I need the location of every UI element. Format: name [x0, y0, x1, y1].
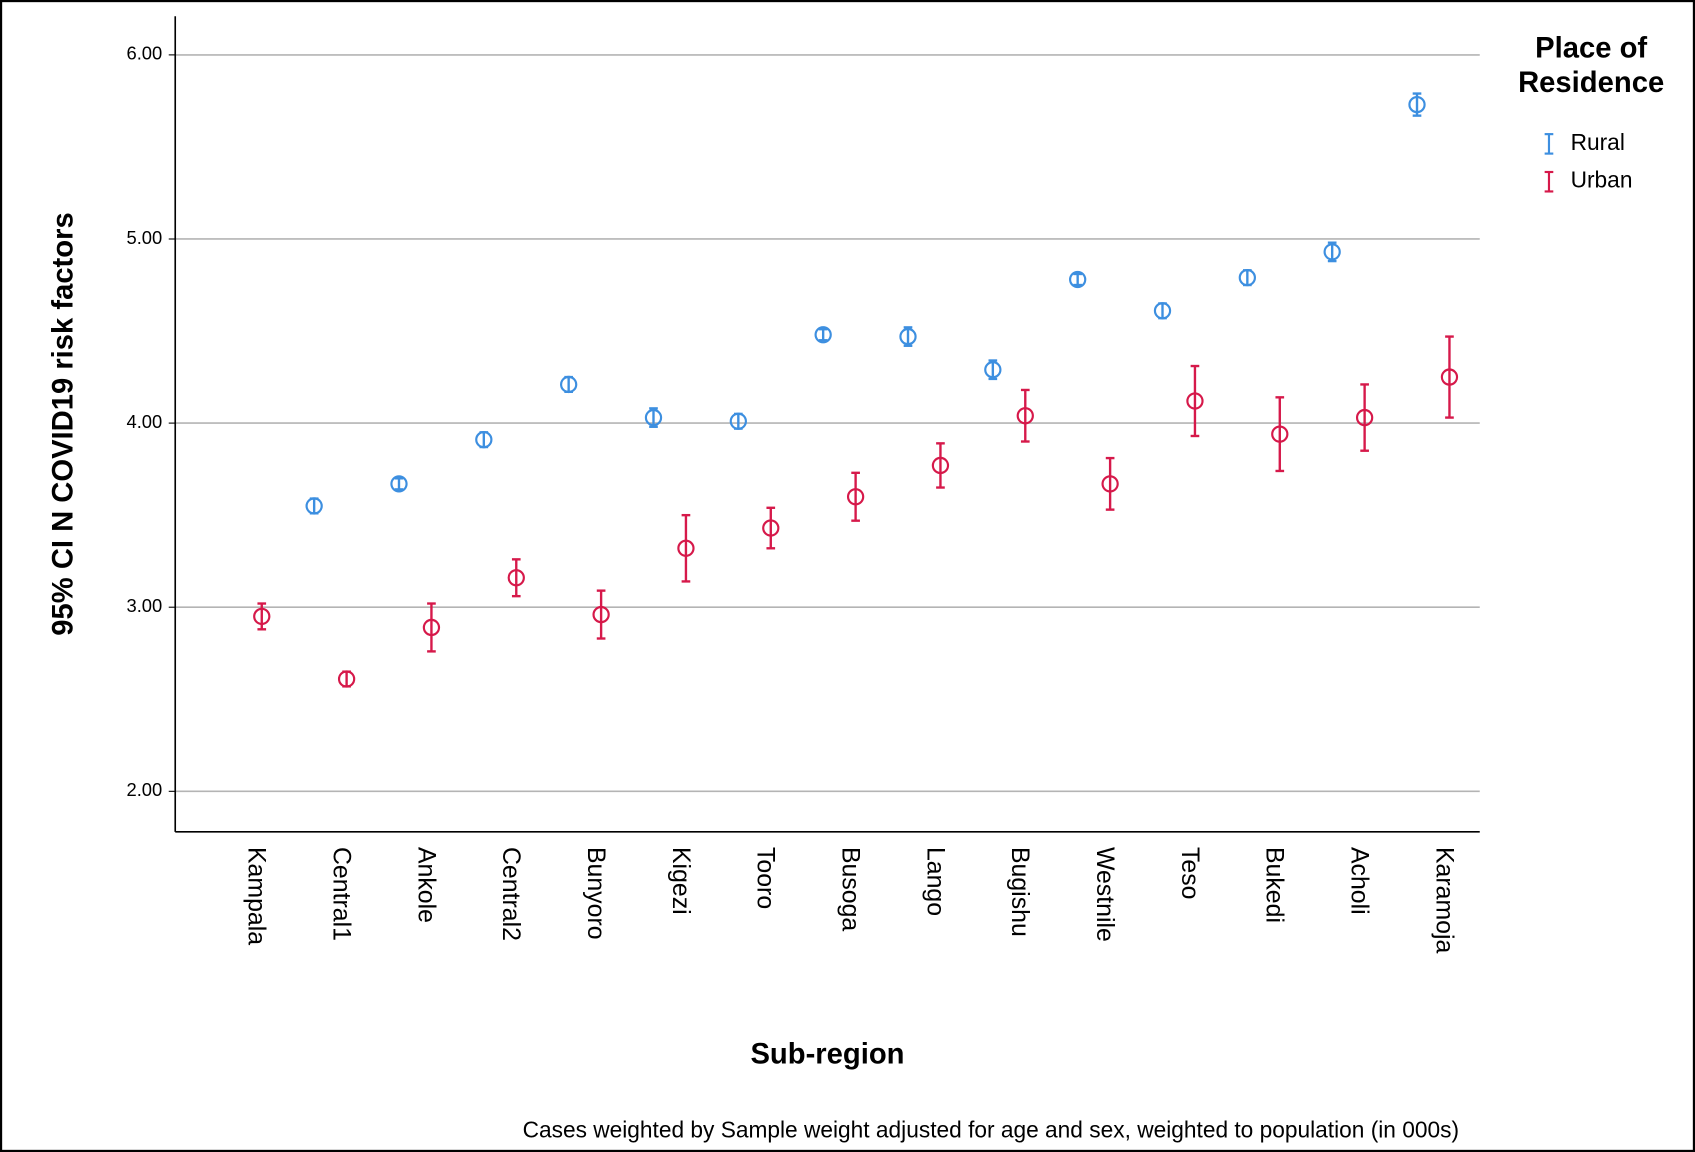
point: [507, 569, 525, 587]
footnote: Cases weighted by Sample weight adjusted…: [523, 1116, 1459, 1142]
x-tick-label: Busoga: [837, 847, 865, 931]
point: [846, 488, 865, 506]
point: [762, 519, 780, 537]
y-tick-label: 4.00: [126, 411, 162, 432]
y-tick-label: 6.00: [126, 43, 162, 64]
y-axis-title: 95% CI N COVID19 risk factors: [48, 212, 80, 635]
point: [1069, 270, 1087, 289]
point: [422, 618, 441, 637]
point: [984, 361, 1002, 379]
point: [1101, 475, 1119, 493]
point: [390, 475, 408, 493]
x-tick-label: Westnile: [1091, 847, 1119, 942]
y-tick-label: 3.00: [126, 595, 162, 616]
point: [1323, 243, 1341, 261]
y-tick-label: 2.00: [126, 779, 162, 800]
x-tick-label: Karamoja: [1430, 847, 1458, 954]
x-tick-label: Bukedi: [1261, 847, 1289, 923]
y-tick-label: 5.00: [126, 227, 162, 248]
point: [1408, 95, 1426, 114]
point: [1186, 392, 1204, 410]
legend-label: Urban: [1571, 167, 1633, 193]
legend-label: Rural: [1571, 129, 1625, 155]
x-tick-label: Lango: [921, 847, 949, 916]
legend-title-box: Place of Residence: [1518, 31, 1665, 99]
point: [1016, 407, 1034, 425]
x-axis-title: Sub-region: [750, 1038, 904, 1070]
point: [475, 431, 493, 449]
x-tick-label: Bugishu: [1006, 847, 1034, 937]
point: [1440, 368, 1459, 386]
point: [814, 326, 832, 344]
legend-title: Place of Residence: [1518, 31, 1665, 99]
point: [1355, 408, 1374, 427]
point: [677, 539, 695, 557]
point: [253, 607, 271, 626]
point: [1153, 302, 1172, 320]
point: [592, 605, 610, 624]
x-tick-label: Tooro: [752, 847, 780, 909]
point: [1271, 425, 1289, 443]
point: [1238, 269, 1256, 287]
point: [337, 670, 356, 688]
x-tick-label: Teso: [1176, 847, 1204, 900]
point: [729, 412, 747, 430]
x-tick-label: Central1: [328, 847, 356, 941]
x-tick-label: Ankole: [412, 847, 440, 923]
x-tick-label: Acholi: [1346, 847, 1374, 915]
point: [899, 327, 917, 346]
x-tick-label: Kampala: [243, 847, 271, 945]
point: [305, 497, 323, 515]
x-tick-label: Bunyoro: [582, 847, 610, 940]
point: [644, 408, 663, 427]
point: [931, 456, 950, 475]
point: [560, 375, 578, 394]
x-tick-label: Kigezi: [667, 847, 695, 915]
x-tick-label: Central2: [497, 847, 525, 941]
